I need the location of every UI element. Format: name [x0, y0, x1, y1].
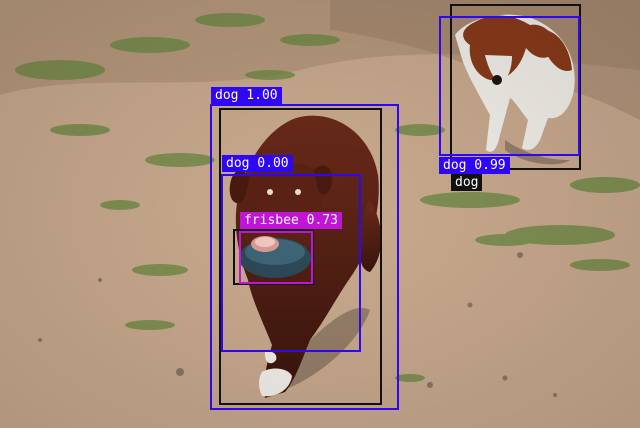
label-dog-gt: dog — [451, 174, 483, 191]
label-dog-2: dog 0.00 — [222, 155, 293, 172]
pred-box-frisbee — [239, 231, 313, 284]
label-frisbee: frisbee 0.73 — [240, 212, 342, 229]
pred-box-dog-1 — [210, 104, 399, 410]
pred-box-dog-2 — [221, 174, 361, 352]
gt-box-frisbee — [233, 229, 314, 285]
gt-box-beagle-dog — [450, 4, 581, 170]
label-dog-3: dog 0.99 — [439, 157, 510, 174]
gt-box-brown-dog — [219, 108, 382, 405]
pred-box-dog-3 — [439, 16, 580, 156]
label-dog-1: dog 1.00 — [211, 87, 282, 104]
